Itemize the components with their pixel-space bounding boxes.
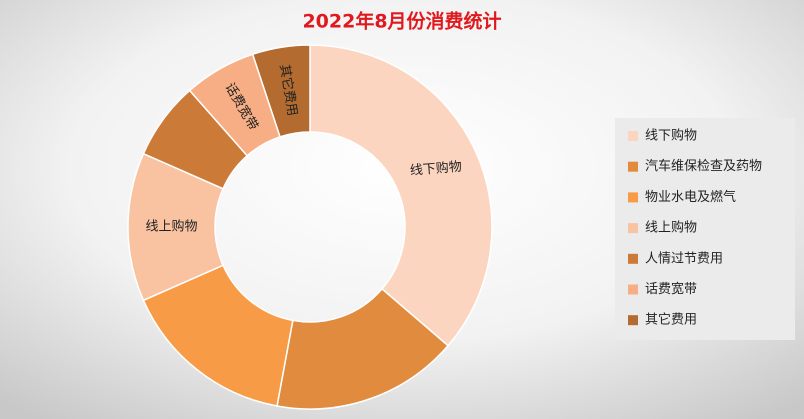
donut-slice <box>251 44 311 138</box>
data-label: 线下购物 <box>409 159 462 179</box>
legend-label: 线下购物 <box>645 128 697 144</box>
data-label: 线上购物 <box>145 219 197 235</box>
legend-swatch <box>628 223 638 234</box>
legend-swatch <box>628 192 638 203</box>
legend-swatch <box>628 315 638 326</box>
legend-label: 人情过节费用 <box>645 251 723 266</box>
legend-swatch <box>628 161 638 172</box>
legend-label: 其它费用 <box>645 312 697 328</box>
legend-swatch <box>628 131 638 141</box>
legend-label: 汽车维保检查及药物 <box>645 158 762 174</box>
legend-label: 线上购物 <box>645 220 697 236</box>
legend-swatch <box>628 253 638 264</box>
donut-slice <box>309 44 493 347</box>
legend-label: 话费宽带 <box>645 281 697 297</box>
legend-swatch <box>628 284 638 295</box>
legend-label: 物业水电及燃气 <box>645 189 736 205</box>
legend-box <box>615 118 795 340</box>
chart-title: 2022年8月份消费统计 <box>302 10 501 33</box>
